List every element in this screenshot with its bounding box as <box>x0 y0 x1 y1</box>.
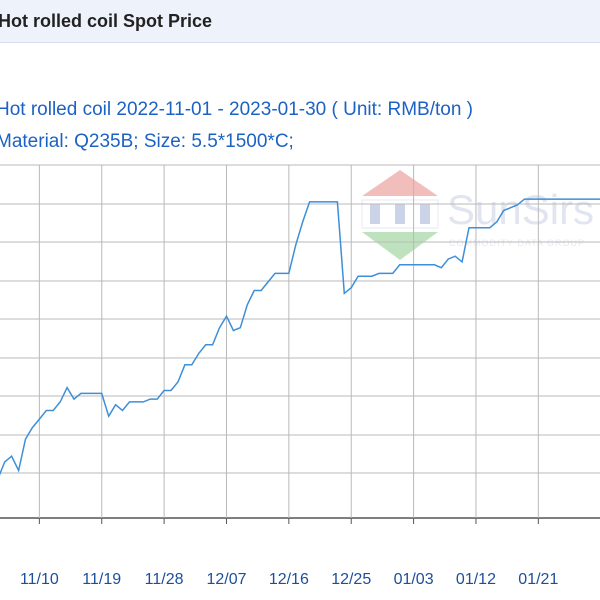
x-tick-label: 01/12 <box>456 571 496 588</box>
x-tick-label: 11/19 <box>82 571 121 588</box>
x-tick-label: 12/25 <box>331 571 371 588</box>
x-tick-label: 01/03 <box>394 571 434 588</box>
watermark-logo-roof <box>362 170 438 196</box>
chart-subtitle-material: Material: Q235B; Size: 5.5*1500*C; <box>0 131 294 152</box>
watermark-logo-base <box>362 232 438 260</box>
watermark-tagline: COMMODITY DATA GROUP <box>449 238 585 248</box>
x-tick-label: 01/21 <box>518 571 558 588</box>
chart-grid <box>0 164 600 524</box>
watermark-brand: SunSirs <box>447 186 594 233</box>
chart-subtitle-range: Hot rolled coil 2022-11-01 - 2023-01-30 … <box>0 99 473 120</box>
title-bar: Hot rolled coil Spot Price <box>0 0 600 43</box>
x-tick-label: 11/10 <box>20 571 59 588</box>
x-tick-label: 12/07 <box>206 571 246 588</box>
chart-title: Hot rolled coil Spot Price <box>0 11 213 31</box>
series-line-hot-rolled-coil <box>0 198 600 476</box>
x-tick-label: 12/16 <box>269 571 309 588</box>
sunsirs-watermark: SunSirs COMMODITY DATA GROUP <box>361 170 594 260</box>
x-axis-labels: 11/10 11/19 11/28 12/07 12/16 12/25 01/03 01/12… <box>20 571 559 588</box>
x-tick-label: 11/28 <box>145 571 184 588</box>
